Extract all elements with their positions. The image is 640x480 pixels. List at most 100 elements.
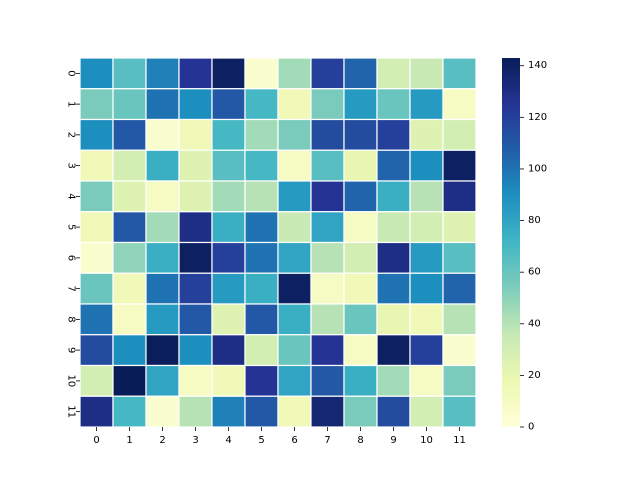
heatmap-cell-5-3 xyxy=(178,211,213,244)
heatmap-cell-6-5 xyxy=(244,241,279,274)
heatmap-cell-2-10 xyxy=(409,118,444,151)
y-tick-label: 6 xyxy=(66,255,77,261)
y-tick-label: 5 xyxy=(66,224,77,230)
y-tick-label: 11 xyxy=(66,405,77,418)
heatmap-cell-10-9 xyxy=(376,364,411,397)
heatmap-cell-3-10 xyxy=(409,149,444,182)
heatmap-cell-9-3 xyxy=(178,334,213,367)
heatmap-cell-0-6 xyxy=(277,57,312,90)
heatmap-cell-11-4 xyxy=(211,395,246,428)
x-tick-label: 1 xyxy=(126,435,132,446)
heatmap-cell-3-6 xyxy=(277,149,312,182)
x-axis-ticks: 0 1 2 3 4 5 6 7 8 9 10 11 xyxy=(93,427,466,446)
heatmap-cell-6-2 xyxy=(145,241,180,274)
x-tick-label: 11 xyxy=(453,435,466,446)
heatmap-cell-6-1 xyxy=(112,241,147,274)
heatmap-cell-10-0 xyxy=(79,364,114,397)
heatmap-cell-1-0 xyxy=(79,88,114,121)
heatmap-cell-8-3 xyxy=(178,303,213,336)
heatmap-cell-7-3 xyxy=(178,272,213,305)
heatmap-cell-6-10 xyxy=(409,241,444,274)
heatmap-cell-10-3 xyxy=(178,364,213,397)
heatmap-cell-11-8 xyxy=(343,395,378,428)
heatmap-cell-1-5 xyxy=(244,88,279,121)
heatmap-cell-0-3 xyxy=(178,57,213,90)
heatmap-cell-8-7 xyxy=(310,303,345,336)
heatmap-cell-3-5 xyxy=(244,149,279,182)
heatmap-cell-0-10 xyxy=(409,57,444,90)
heatmap-cell-2-3 xyxy=(178,118,213,151)
heatmap-cell-3-8 xyxy=(343,149,378,182)
colorbar: 0 20 40 60 80 100 120 140 xyxy=(502,58,547,433)
heatmap-cell-3-0 xyxy=(79,149,114,182)
y-axis-ticks: 0 1 2 3 4 5 6 7 8 9 10 11 xyxy=(66,70,80,418)
y-tick-label: 10 xyxy=(66,375,77,388)
heatmap-cell-5-2 xyxy=(145,211,180,244)
heatmap-cell-2-2 xyxy=(145,118,180,151)
heatmap-cell-0-7 xyxy=(310,57,345,90)
x-tick-label: 5 xyxy=(258,435,264,446)
heatmap-cell-9-2 xyxy=(145,334,180,367)
heatmap-cell-11-0 xyxy=(79,395,114,428)
heatmap-cell-8-4 xyxy=(211,303,246,336)
x-tick-label: 9 xyxy=(390,435,396,446)
y-tick-label: 8 xyxy=(66,316,77,322)
heatmap-cell-2-8 xyxy=(343,118,378,151)
heatmap-cell-4-2 xyxy=(145,180,180,213)
heatmap-cell-9-10 xyxy=(409,334,444,367)
heatmap-cell-9-0 xyxy=(79,334,114,367)
heatmap-cell-6-3 xyxy=(178,241,213,274)
colorbar-tick-label: 20 xyxy=(528,370,541,381)
heatmap-cell-7-2 xyxy=(145,272,180,305)
y-tick-label: 0 xyxy=(66,70,77,76)
y-tick-label: 2 xyxy=(66,132,77,138)
heatmap-cell-0-9 xyxy=(376,57,411,90)
heatmap-cell-11-10 xyxy=(409,395,444,428)
heatmap-cell-11-1 xyxy=(112,395,147,428)
heatmap-cell-6-9 xyxy=(376,241,411,274)
heatmap-cell-10-7 xyxy=(310,364,345,397)
heatmap-cell-2-6 xyxy=(277,118,312,151)
heatmap-cell-4-10 xyxy=(409,180,444,213)
heatmap-cell-5-5 xyxy=(244,211,279,244)
x-tick-label: 4 xyxy=(225,435,231,446)
heatmap-cell-9-5 xyxy=(244,334,279,367)
heatmap-cell-5-8 xyxy=(343,211,378,244)
heatmap-cell-7-1 xyxy=(112,272,147,305)
heatmap-cell-5-6 xyxy=(277,211,312,244)
heatmap-cell-3-4 xyxy=(211,149,246,182)
heatmap-cell-11-3 xyxy=(178,395,213,428)
heatmap-cell-4-9 xyxy=(376,180,411,213)
heatmap-cell-5-4 xyxy=(211,211,246,244)
x-tick-label: 6 xyxy=(291,435,297,446)
colorbar-tick-label: 80 xyxy=(528,215,541,226)
heatmap-cell-8-2 xyxy=(145,303,180,336)
heatmap-cell-1-11 xyxy=(442,88,477,121)
heatmap-cell-2-7 xyxy=(310,118,345,151)
heatmap-cell-8-1 xyxy=(112,303,147,336)
colorbar-tick-label: 40 xyxy=(528,318,541,329)
heatmap-cell-9-11 xyxy=(442,334,477,367)
heatmap-cell-6-11 xyxy=(442,241,477,274)
heatmap-cell-1-3 xyxy=(178,88,213,121)
heatmap-cell-0-2 xyxy=(145,57,180,90)
heatmap-cell-9-8 xyxy=(343,334,378,367)
heatmap-cell-4-7 xyxy=(310,180,345,213)
heatmap-cell-4-5 xyxy=(244,180,279,213)
heatmap-cell-9-1 xyxy=(112,334,147,367)
heatmap-cell-11-9 xyxy=(376,395,411,428)
x-tick-label: 0 xyxy=(93,435,99,446)
colorbar-tick-label: 140 xyxy=(528,60,547,71)
heatmap-cell-11-6 xyxy=(277,395,312,428)
heatmap-cell-1-9 xyxy=(376,88,411,121)
heatmap-cell-2-9 xyxy=(376,118,411,151)
heatmap-cell-10-8 xyxy=(343,364,378,397)
heatmap-cell-10-5 xyxy=(244,364,279,397)
heatmap-cell-3-3 xyxy=(178,149,213,182)
heatmap-cell-7-5 xyxy=(244,272,279,305)
x-tick-label: 7 xyxy=(324,435,330,446)
heatmap-cell-7-7 xyxy=(310,272,345,305)
heatmap-cell-8-8 xyxy=(343,303,378,336)
heatmap-cell-8-10 xyxy=(409,303,444,336)
heatmap-cell-8-6 xyxy=(277,303,312,336)
